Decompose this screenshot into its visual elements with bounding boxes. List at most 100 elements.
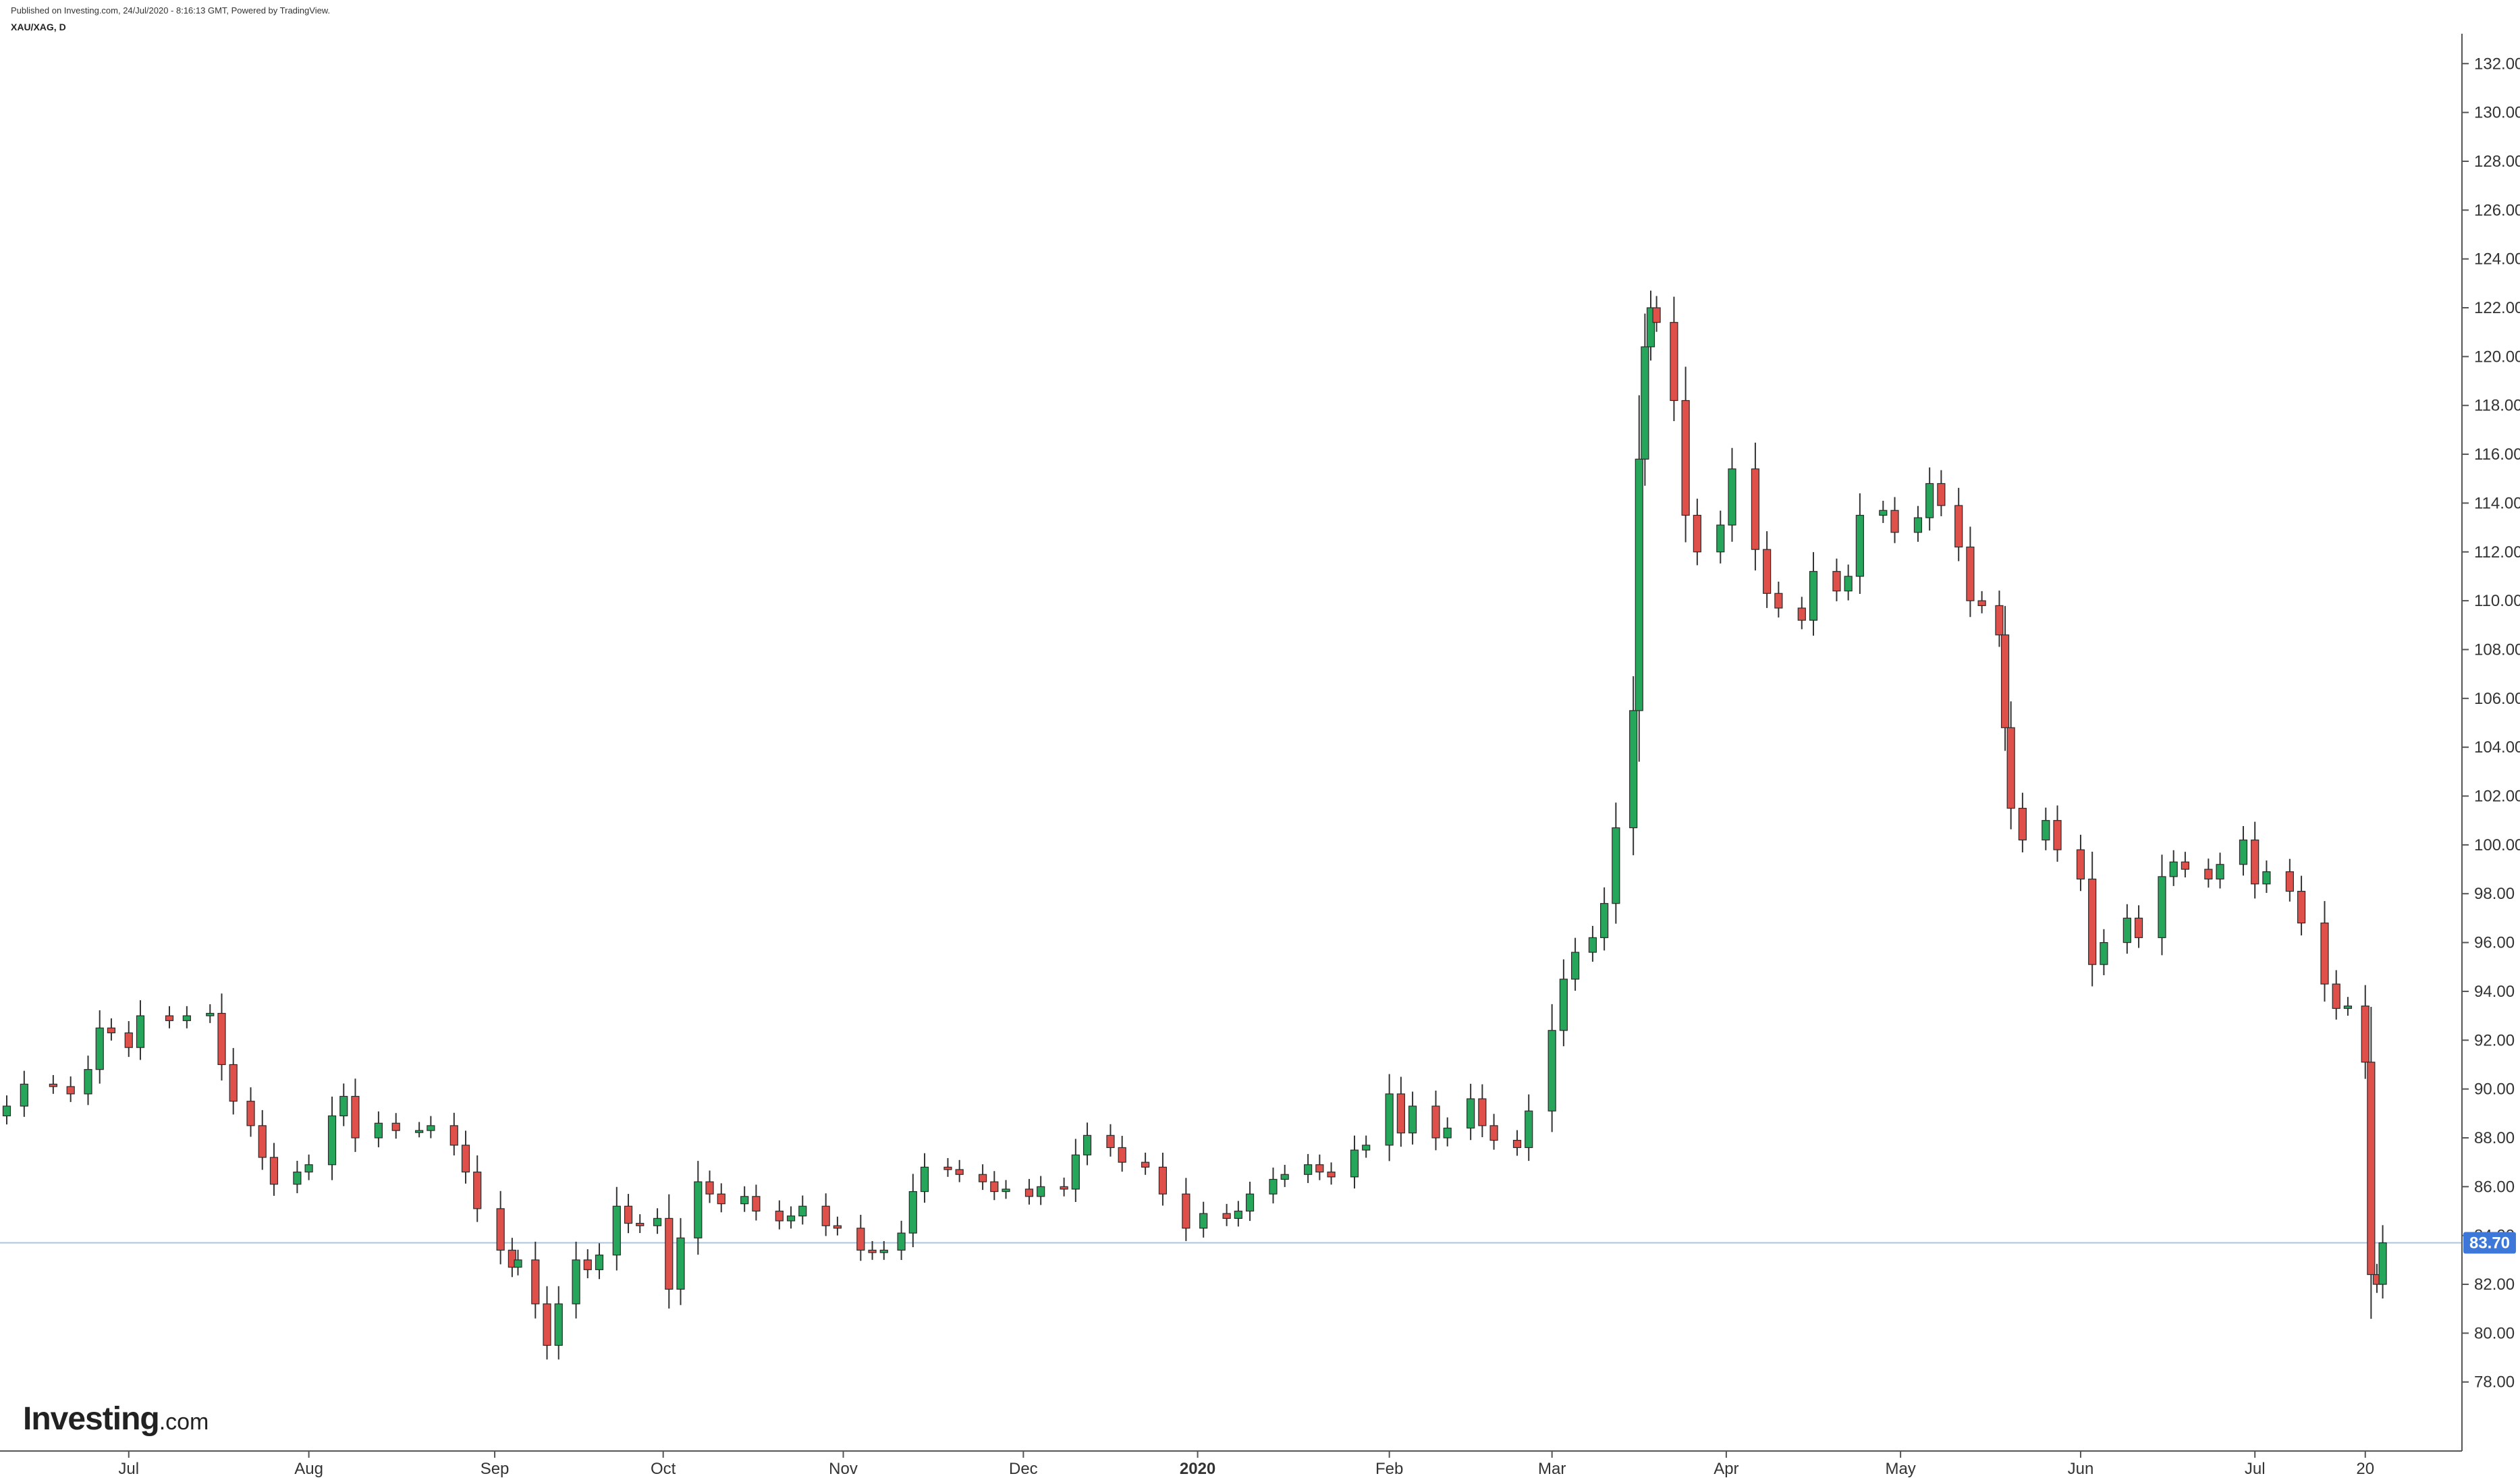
candle[interactable] [327,1096,337,1180]
candle[interactable] [705,1170,714,1203]
candle[interactable] [1037,1176,1045,1205]
candle[interactable] [1431,1090,1440,1151]
candle[interactable] [1966,526,1975,618]
candle[interactable] [1652,296,1661,332]
candle[interactable] [1141,1152,1150,1175]
candle[interactable] [1280,1164,1289,1187]
candle[interactable] [20,1070,28,1117]
candle[interactable] [1408,1091,1417,1145]
candle[interactable] [1467,1083,1475,1141]
candle[interactable] [165,1006,174,1029]
candle[interactable] [2332,970,2340,1020]
candle[interactable] [908,1174,917,1248]
candle[interactable] [374,1111,383,1147]
candle[interactable] [391,1113,400,1139]
candle[interactable] [717,1183,725,1213]
candle[interactable] [1937,470,1946,516]
candle[interactable] [595,1243,604,1280]
candle[interactable] [1913,505,1923,542]
candle[interactable] [612,1186,621,1271]
candle[interactable] [1855,493,1864,594]
candle[interactable] [1844,564,1853,601]
candle[interactable] [920,1153,929,1203]
candle[interactable] [955,1159,964,1182]
candle[interactable] [136,1000,145,1060]
candle[interactable] [1629,676,1638,856]
candle[interactable] [1588,925,1597,962]
candle[interactable] [1525,1094,1533,1161]
candle[interactable] [1681,366,1690,543]
candle[interactable] [943,1157,952,1177]
candle[interactable] [2088,852,2097,987]
candle[interactable] [1396,1076,1405,1147]
candle[interactable] [1954,487,1963,562]
candle[interactable] [2262,860,2271,894]
candle[interactable] [2042,807,2050,850]
candle[interactable] [1002,1180,1010,1199]
candle[interactable] [740,1186,749,1212]
candle[interactable] [543,1286,551,1360]
candle[interactable] [473,1155,482,1222]
candle[interactable] [1024,1178,1034,1205]
candle[interactable] [1362,1135,1371,1158]
candle[interactable] [1635,395,1643,762]
candle[interactable] [1559,959,1568,1047]
candle[interactable] [1071,1139,1080,1202]
candle[interactable] [1158,1152,1168,1206]
candle[interactable] [1182,1178,1190,1241]
candle[interactable] [246,1087,255,1137]
candle[interactable] [572,1241,580,1319]
candle[interactable] [2,1095,11,1125]
candle[interactable] [979,1164,987,1190]
candle[interactable] [2367,1006,2376,1319]
candle[interactable] [1245,1181,1255,1222]
candle[interactable] [107,1018,116,1041]
candle[interactable] [2000,605,2010,751]
candle[interactable] [258,1110,267,1170]
candle[interactable] [2285,858,2294,902]
candle[interactable] [1269,1168,1278,1204]
candle[interactable] [351,1078,360,1152]
candle[interactable] [1716,510,1725,564]
candle[interactable] [665,1194,674,1309]
candle[interactable] [2343,997,2353,1016]
candle[interactable] [1774,581,1783,618]
candle[interactable] [2018,792,2027,853]
candle[interactable] [1234,1201,1242,1227]
candle[interactable] [1478,1084,1487,1138]
candle[interactable] [1925,467,1934,531]
candle[interactable] [2076,834,2085,892]
candle[interactable] [427,1116,435,1139]
candle[interactable] [1646,290,1655,361]
candle[interactable] [636,1214,645,1233]
candle[interactable] [449,1112,458,1156]
candle[interactable] [415,1122,424,1138]
candle[interactable] [2158,854,2166,956]
candle[interactable] [653,1208,662,1234]
candle[interactable] [1443,1117,1452,1147]
candle[interactable] [879,1240,888,1260]
candle[interactable] [66,1076,75,1102]
candle[interactable] [182,1006,191,1029]
candle[interactable] [339,1083,348,1126]
candle[interactable] [1977,591,1986,613]
candle[interactable] [1083,1122,1092,1166]
candle[interactable] [1809,552,1818,636]
candle[interactable] [2100,929,2108,975]
candle[interactable] [1832,558,1841,601]
candle[interactable] [856,1215,865,1261]
candle[interactable] [206,1004,215,1023]
candle[interactable] [2122,904,2131,954]
candle[interactable] [1670,296,1678,421]
candle[interactable] [1693,498,1701,566]
candle[interactable] [1350,1135,1359,1188]
candle[interactable] [2251,821,2259,899]
candle[interactable] [1106,1124,1115,1157]
candle[interactable] [2378,1225,2387,1298]
candle[interactable] [269,1143,279,1196]
candle[interactable] [1600,887,1609,951]
candle[interactable] [49,1074,57,1094]
candle[interactable] [554,1286,563,1360]
candle[interactable] [95,1010,104,1084]
